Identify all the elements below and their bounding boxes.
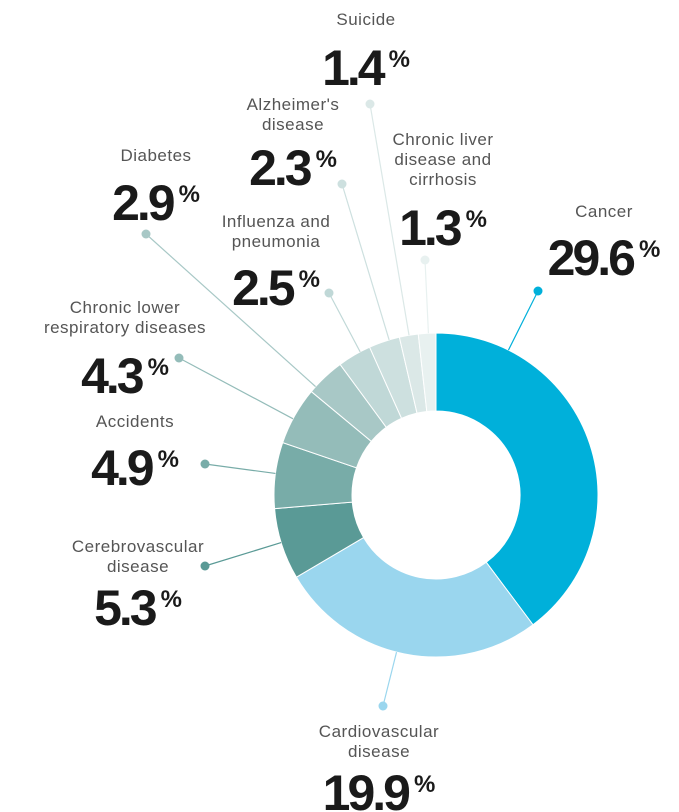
value-label: 2.9%: [112, 170, 200, 241]
leader-dot: [378, 701, 388, 711]
value-unit: %: [147, 354, 169, 381]
value-label: 19.9%: [323, 760, 436, 812]
leader-line: [424, 259, 430, 334]
donut-slice: [417, 332, 437, 413]
leader-dot: [324, 288, 334, 298]
value-number: 4.3: [81, 348, 144, 404]
leader-line: [341, 183, 390, 341]
slice-label: Cerebrovascular disease: [71, 537, 205, 576]
slice-label: Chronic lower respiratory diseases: [43, 298, 207, 337]
slice-label: Cardiovascular disease: [318, 722, 440, 761]
value-unit: %: [160, 586, 182, 613]
value-label: 4.9%: [91, 435, 179, 506]
value-label: 2.5%: [232, 255, 320, 326]
value-label: 1.3%: [399, 195, 487, 266]
value-unit: %: [388, 46, 410, 73]
value-number: 1.4: [322, 40, 385, 96]
leader-dot: [365, 99, 375, 109]
value-number: 2.9: [112, 175, 175, 231]
value-number: 4.9: [91, 440, 154, 496]
value-unit: %: [315, 146, 337, 173]
value-label: 5.3%: [94, 575, 182, 646]
leader-line: [328, 292, 361, 353]
donut-slice: [295, 536, 534, 658]
leader-line: [145, 233, 316, 388]
leader-line: [204, 542, 282, 567]
leader-line: [204, 463, 276, 475]
leader-dot: [174, 353, 184, 363]
value-unit: %: [157, 446, 179, 473]
value-number: 2.5: [232, 260, 295, 316]
donut-slice: [435, 332, 599, 626]
leader-dot: [200, 561, 210, 571]
leader-line: [369, 103, 410, 336]
leader-dot: [337, 179, 347, 189]
slice-label: Alzheimer's disease: [246, 95, 340, 134]
value-number: 2.3: [249, 140, 312, 196]
leader-dot: [420, 255, 430, 265]
slice-label: Cancer: [575, 202, 633, 221]
value-unit: %: [298, 266, 320, 293]
leader-line: [178, 357, 294, 420]
slice-label: Chronic liver disease and cirrhosis: [392, 130, 494, 189]
leader-dot: [141, 229, 151, 239]
slice-label: Diabetes: [120, 146, 192, 165]
leader-line: [507, 290, 539, 351]
value-label: 29.6%: [548, 225, 661, 296]
value-label: 2.3%: [249, 135, 337, 206]
value-unit: %: [465, 206, 487, 233]
value-number: 19.9: [322, 765, 411, 812]
leader-dot: [533, 286, 543, 296]
slice-label: Influenza and pneumonia: [221, 212, 331, 251]
slice-label: Accidents: [95, 412, 175, 431]
leader-dot: [200, 459, 210, 469]
value-number: 5.3: [94, 580, 157, 636]
value-label: 4.3%: [81, 343, 169, 414]
value-number: 29.6: [547, 230, 636, 286]
value-unit: %: [413, 771, 436, 798]
value-label: 1.4%: [322, 35, 410, 106]
value-unit: %: [178, 181, 200, 208]
value-unit: %: [638, 236, 661, 263]
value-number: 1.3: [399, 200, 462, 256]
slice-label: Suicide: [336, 10, 396, 29]
leader-line: [382, 651, 398, 707]
